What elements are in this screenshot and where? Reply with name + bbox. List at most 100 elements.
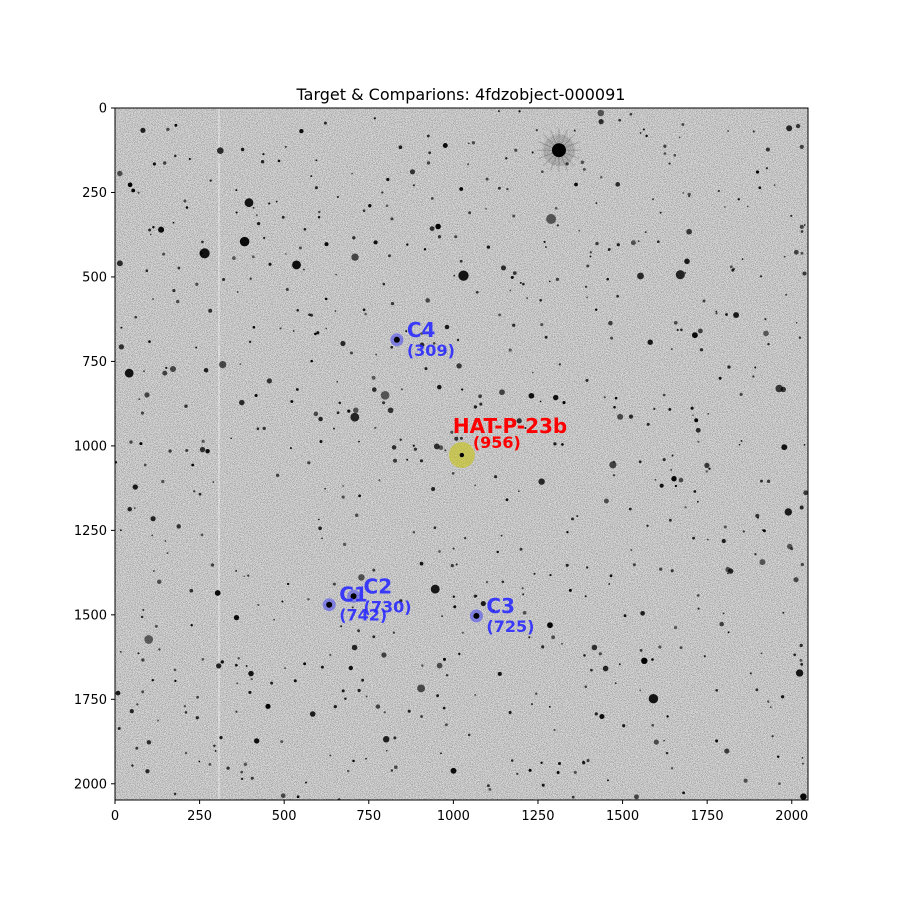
star bbox=[352, 236, 356, 240]
star bbox=[485, 177, 489, 181]
comparison-star bbox=[473, 612, 480, 619]
star bbox=[442, 706, 446, 710]
star bbox=[467, 163, 470, 166]
star bbox=[679, 646, 683, 649]
star bbox=[440, 752, 442, 755]
star bbox=[538, 478, 545, 485]
star bbox=[739, 392, 743, 396]
star bbox=[293, 679, 297, 683]
star bbox=[184, 751, 188, 755]
star bbox=[517, 490, 520, 493]
star bbox=[172, 221, 175, 224]
star bbox=[340, 625, 343, 628]
star bbox=[351, 606, 354, 609]
star bbox=[243, 762, 248, 766]
star bbox=[279, 327, 282, 330]
y-tick-label: 1750 bbox=[74, 693, 107, 708]
star bbox=[296, 309, 299, 312]
star bbox=[388, 254, 391, 258]
x-axis: 0 250 500 750 1000 1250 1500 1750 2000 bbox=[111, 800, 808, 824]
star bbox=[526, 297, 528, 299]
star bbox=[645, 134, 648, 138]
star bbox=[341, 495, 345, 499]
comparison-name-label: C2 bbox=[364, 574, 393, 598]
star bbox=[124, 368, 134, 378]
star bbox=[256, 221, 261, 226]
star bbox=[528, 768, 532, 772]
star bbox=[459, 436, 463, 440]
star bbox=[464, 537, 467, 540]
star bbox=[565, 563, 569, 567]
star bbox=[375, 704, 381, 709]
star bbox=[315, 159, 318, 162]
star bbox=[135, 746, 139, 750]
star bbox=[209, 179, 212, 182]
star bbox=[450, 563, 454, 568]
star bbox=[659, 483, 664, 488]
star bbox=[598, 119, 604, 125]
y-tick-label: 1500 bbox=[74, 608, 107, 623]
star bbox=[336, 380, 339, 383]
star bbox=[548, 705, 551, 708]
star bbox=[571, 517, 574, 521]
star bbox=[325, 327, 328, 330]
star bbox=[458, 652, 461, 656]
star bbox=[358, 440, 360, 443]
target-star bbox=[459, 452, 465, 458]
star bbox=[614, 396, 618, 400]
star bbox=[686, 228, 692, 235]
star bbox=[365, 757, 367, 760]
star bbox=[790, 214, 793, 217]
star bbox=[385, 749, 388, 752]
star bbox=[257, 603, 260, 606]
star bbox=[421, 664, 424, 667]
star bbox=[137, 652, 140, 655]
star bbox=[793, 653, 797, 657]
star bbox=[392, 631, 396, 634]
star bbox=[344, 697, 347, 700]
star bbox=[754, 366, 757, 369]
y-tick-label: 0 bbox=[99, 102, 107, 117]
star bbox=[235, 710, 238, 713]
comparison-value-label: (730) bbox=[364, 597, 412, 616]
star bbox=[623, 614, 627, 618]
star bbox=[800, 663, 804, 666]
star bbox=[732, 267, 736, 271]
star bbox=[606, 277, 609, 281]
star bbox=[454, 235, 458, 239]
star bbox=[168, 449, 172, 453]
star bbox=[595, 202, 598, 204]
star bbox=[474, 694, 477, 696]
star bbox=[373, 240, 378, 245]
star bbox=[195, 282, 199, 286]
star bbox=[684, 271, 687, 274]
star bbox=[426, 134, 430, 138]
star bbox=[670, 468, 673, 471]
star bbox=[637, 272, 644, 280]
star bbox=[333, 427, 335, 430]
star bbox=[136, 703, 139, 706]
star bbox=[357, 629, 361, 633]
star bbox=[741, 258, 744, 260]
star bbox=[697, 440, 700, 443]
axes-frame bbox=[114, 107, 809, 801]
comparison-name-label: C4 bbox=[407, 318, 436, 342]
star bbox=[248, 340, 252, 344]
star bbox=[800, 793, 807, 800]
star bbox=[740, 439, 743, 442]
star bbox=[335, 273, 338, 276]
star bbox=[607, 249, 610, 251]
star bbox=[453, 274, 456, 277]
star bbox=[455, 424, 458, 427]
star bbox=[148, 340, 151, 343]
star bbox=[665, 751, 669, 755]
star bbox=[141, 690, 145, 694]
star bbox=[498, 313, 502, 317]
star bbox=[586, 758, 590, 763]
star bbox=[250, 677, 253, 681]
star bbox=[608, 583, 611, 585]
star bbox=[195, 346, 198, 349]
star bbox=[201, 658, 205, 661]
star bbox=[140, 411, 145, 415]
star bbox=[715, 310, 718, 313]
